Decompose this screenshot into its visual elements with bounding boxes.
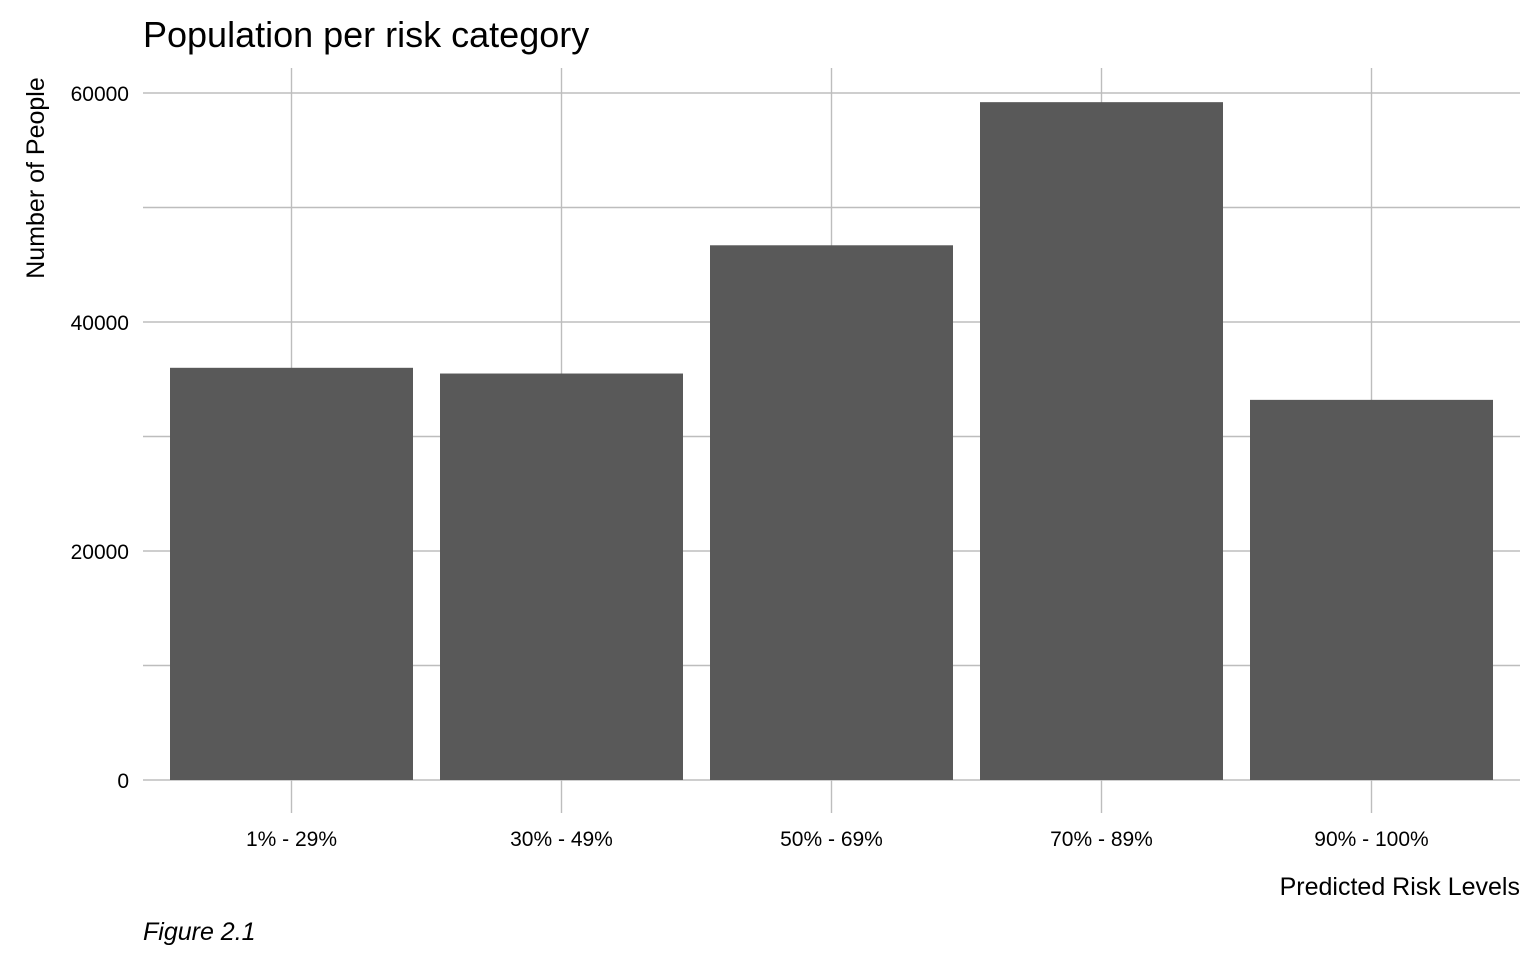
x-tick-label: 30% - 49% [510,828,613,851]
x-tick-label: 90% - 100% [1314,828,1428,851]
bar-1 [170,367,413,780]
bar-3 [710,245,953,780]
x-tick-label: 1% - 29% [246,828,337,851]
bar-5 [1250,399,1493,780]
figure-caption: Figure 2.1 [143,918,256,946]
x-axis-ticks: 1% - 29% 30% - 49% 50% - 69% 70% - 89% 90% -… [246,828,1429,851]
y-tick-label: 60000 [71,83,129,106]
y-axis-ticks: 0 20000 40000 60000 [71,83,129,793]
bar-4 [980,102,1223,780]
bars [170,102,1493,780]
chart-title: Population per risk category [143,14,589,55]
y-tick-label: 0 [117,770,129,793]
y-tick-label: 20000 [71,541,129,564]
y-axis-title: Number of People [22,77,50,279]
x-axis-title: Predicted Risk Levels [1280,873,1520,901]
y-tick-label: 40000 [71,312,129,335]
bar-2 [440,373,683,780]
x-tick-label: 70% - 89% [1050,828,1153,851]
x-tick-label: 50% - 69% [780,828,883,851]
